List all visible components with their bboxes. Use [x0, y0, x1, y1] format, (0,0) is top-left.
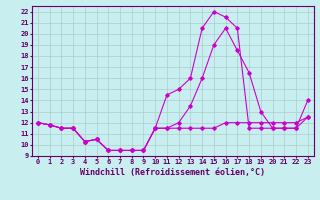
- X-axis label: Windchill (Refroidissement éolien,°C): Windchill (Refroidissement éolien,°C): [80, 168, 265, 177]
